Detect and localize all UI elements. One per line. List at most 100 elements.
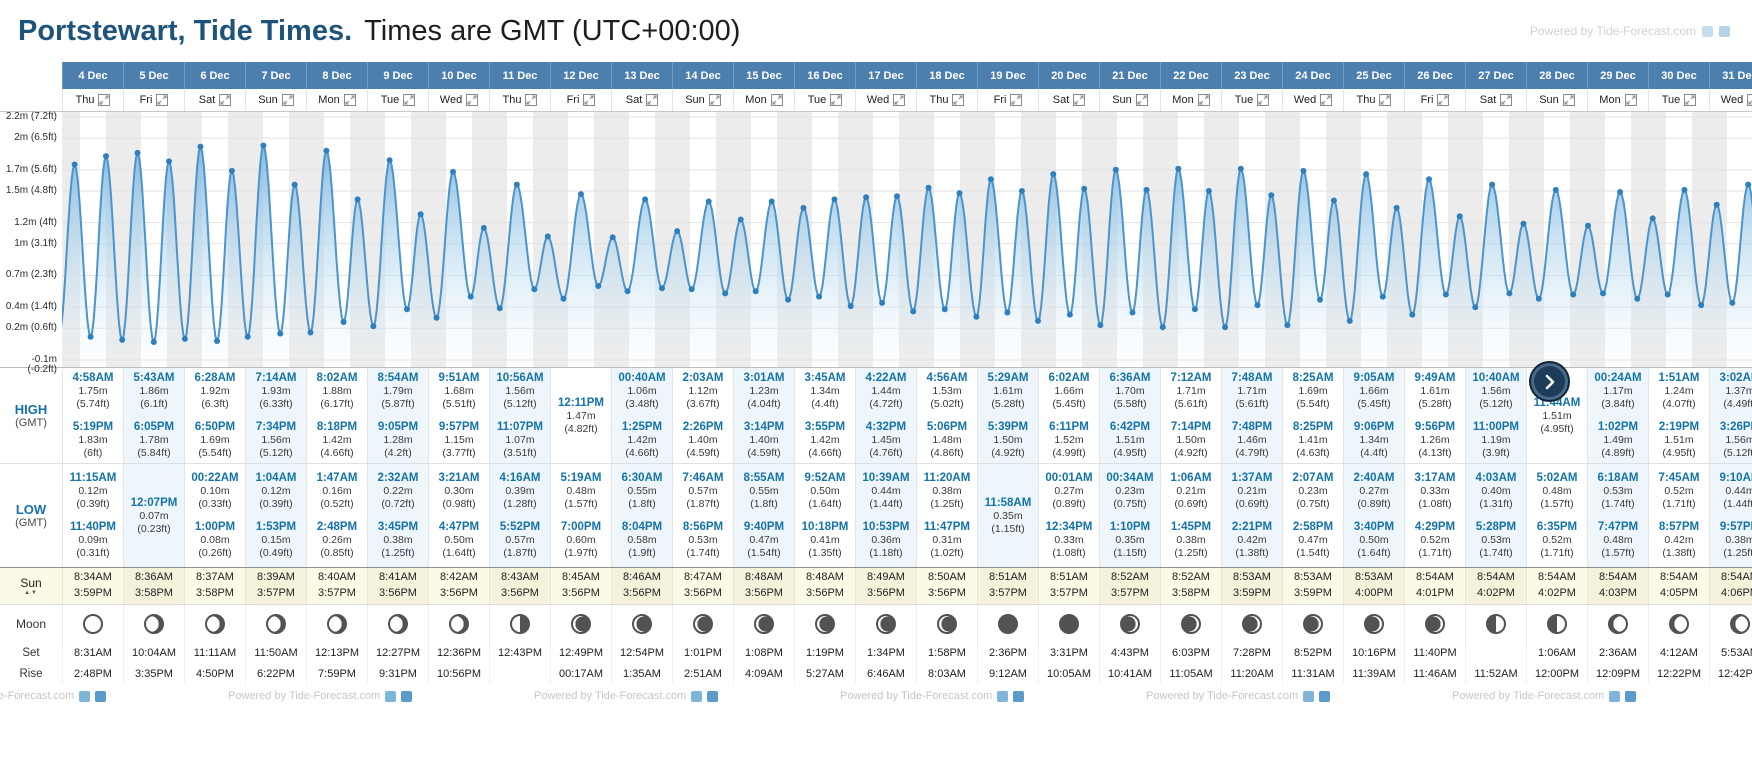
tide-height-m: 1.06m xyxy=(627,385,657,398)
tide-time: 3:21AM xyxy=(438,472,480,485)
tide-height-ft: (4.66ft) xyxy=(320,446,354,459)
weekday-cell: Sun xyxy=(672,89,733,111)
share-icon[interactable] xyxy=(691,690,703,702)
tide-chart: 2.2m (7.2ft) 2m (6.5ft) 1.7m (5.6ft) 1.5m (… xyxy=(0,111,1752,374)
moonset-time: 3:31PM xyxy=(1038,642,1099,663)
weekday-label: Mon xyxy=(1599,94,1621,106)
expand-day-icon[interactable] xyxy=(281,94,294,106)
tide-height-ft: (0.49ft) xyxy=(259,546,293,559)
low-tide-entry: 1:00PM 0.08m (0.26ft) xyxy=(195,520,235,560)
tide-height-m: 0.26m xyxy=(322,534,352,547)
sun-cell: 8:37AM 3:58PM xyxy=(184,568,245,604)
expand-day-icon[interactable] xyxy=(1437,94,1450,106)
expand-day-icon[interactable] xyxy=(1197,94,1210,106)
social-icon[interactable] xyxy=(1319,690,1331,702)
social-icon[interactable] xyxy=(401,690,413,702)
expand-day-icon[interactable] xyxy=(466,94,479,106)
expand-day-icon[interactable] xyxy=(708,94,721,106)
share-icon[interactable] xyxy=(79,690,91,702)
low-tide-cell: 2:32AM 0.22m (0.72ft) 3:45PM 0.38m (1.25ft) xyxy=(367,464,428,567)
share-icon[interactable] xyxy=(1702,25,1713,37)
social-icon[interactable] xyxy=(95,690,107,702)
expand-day-icon[interactable] xyxy=(893,94,906,106)
expand-day-icon[interactable] xyxy=(646,94,659,106)
tide-height-ft: (1.57ft) xyxy=(564,498,598,511)
expand-day-icon[interactable] xyxy=(1010,94,1023,106)
share-icon[interactable] xyxy=(385,690,397,702)
high-tide-entry: 00:40AM 1.06m (3.48ft) xyxy=(618,371,665,411)
share-icon[interactable] xyxy=(1303,690,1315,702)
high-tide-entry: 00:24AM 1.17m (3.84ft) xyxy=(1594,371,1641,411)
moonrise-time: 2:51AM xyxy=(672,663,733,684)
low-tide-entry: 3:17AM 0.33m (1.08ft) xyxy=(1415,471,1456,511)
low-tide-entry: 7:00PM 0.60m (1.97ft) xyxy=(561,520,601,560)
date-header: 9 Dec xyxy=(367,62,428,89)
expand-day-icon[interactable] xyxy=(1747,94,1752,106)
tide-height-m: 1.34m xyxy=(810,385,840,398)
moon-phase-icon xyxy=(571,613,591,634)
y-axis-label: 2.2m (7.2ft) xyxy=(5,111,57,122)
expand-day-icon[interactable] xyxy=(1562,94,1575,106)
expand-day-icon[interactable] xyxy=(770,94,783,106)
moonset-time: 8:31AM xyxy=(62,642,123,663)
tide-height-ft: (0.69ft) xyxy=(1235,498,1269,511)
expand-day-icon[interactable] xyxy=(343,94,356,106)
social-icon[interactable] xyxy=(707,690,719,702)
tide-height-ft: (3.67ft) xyxy=(686,398,720,411)
powered-by-footer-item: Powered by Tide-Forecast.com xyxy=(534,690,719,702)
share-icon[interactable] xyxy=(997,690,1009,702)
expand-day-icon[interactable] xyxy=(1379,94,1392,106)
expand-day-icon[interactable] xyxy=(156,94,169,106)
share-icon[interactable] xyxy=(1609,690,1621,702)
weekday-label: Thu xyxy=(929,94,949,106)
expand-day-icon[interactable] xyxy=(1257,94,1270,106)
moonset-time: 6:03PM xyxy=(1160,642,1221,663)
moon-phase-icon xyxy=(937,613,957,634)
page-header: Portstewart, Tide Times. Times are GMT (… xyxy=(0,0,1752,62)
expand-day-icon[interactable] xyxy=(952,94,965,106)
social-icon[interactable] xyxy=(1013,690,1025,702)
tide-height-m: 1.51m xyxy=(1542,409,1572,422)
scroll-right-button[interactable] xyxy=(1531,363,1568,400)
expand-day-icon[interactable] xyxy=(583,94,596,106)
tide-height-m: 1.93m xyxy=(261,385,291,398)
tide-height-m: 0.44m xyxy=(1725,485,1752,498)
moonset-row-label: Set xyxy=(22,646,40,659)
expand-day-icon[interactable] xyxy=(1500,94,1513,106)
social-icon[interactable] xyxy=(1625,690,1637,702)
tide-height-ft: (1.18ft) xyxy=(869,546,903,559)
weekday-label: Fri xyxy=(566,94,580,106)
tide-height-ft: (5.12ft) xyxy=(1479,398,1513,411)
weekday-cell: Thu xyxy=(62,89,123,111)
tide-height-ft: (0.75ft) xyxy=(1113,498,1147,511)
low-tide-cell: 11:58AM 0.35m (1.15ft) xyxy=(977,464,1038,567)
expand-day-icon[interactable] xyxy=(1320,94,1333,106)
tide-time: 11:20AM xyxy=(923,472,971,485)
tide-height-ft: (4.95ft) xyxy=(1113,446,1147,459)
weekday-label: Sun xyxy=(1112,94,1132,106)
weekday-cell: Mon xyxy=(1587,89,1648,111)
expand-day-icon[interactable] xyxy=(1073,94,1086,106)
tide-time: 3:26PM xyxy=(1719,421,1752,433)
expand-day-icon[interactable] xyxy=(219,94,232,106)
expand-day-icon[interactable] xyxy=(830,94,843,106)
expand-day-icon[interactable] xyxy=(1135,94,1148,106)
gmt-label: (GMT) xyxy=(15,517,47,530)
tide-time: 12:07PM xyxy=(130,496,178,509)
expand-day-icon[interactable] xyxy=(1624,94,1637,106)
expand-day-icon[interactable] xyxy=(98,94,111,106)
low-tide-entry: 2:58PM 0.47m (1.54ft) xyxy=(1293,520,1333,560)
tide-height-m: 1.56m xyxy=(1481,385,1511,398)
low-tide-cell: 12:07PM 0.07m (0.23ft) xyxy=(123,464,184,567)
tide-height-ft: (1.97ft) xyxy=(564,546,598,559)
social-icon[interactable] xyxy=(1719,25,1730,37)
tide-height-ft: (1.8ft) xyxy=(750,498,778,511)
low-tide-cell: 5:02AM 0.48m (1.57ft) 6:35PM 0.52m (1.71ft) xyxy=(1526,464,1587,567)
weekday-cell: Thu xyxy=(916,89,977,111)
moonset-time: 7:28PM xyxy=(1221,642,1282,663)
expand-day-icon[interactable] xyxy=(1684,94,1697,106)
expand-day-icon[interactable] xyxy=(525,94,538,106)
expand-day-icon[interactable] xyxy=(403,94,416,106)
tide-time: 00:40AM xyxy=(618,372,666,385)
